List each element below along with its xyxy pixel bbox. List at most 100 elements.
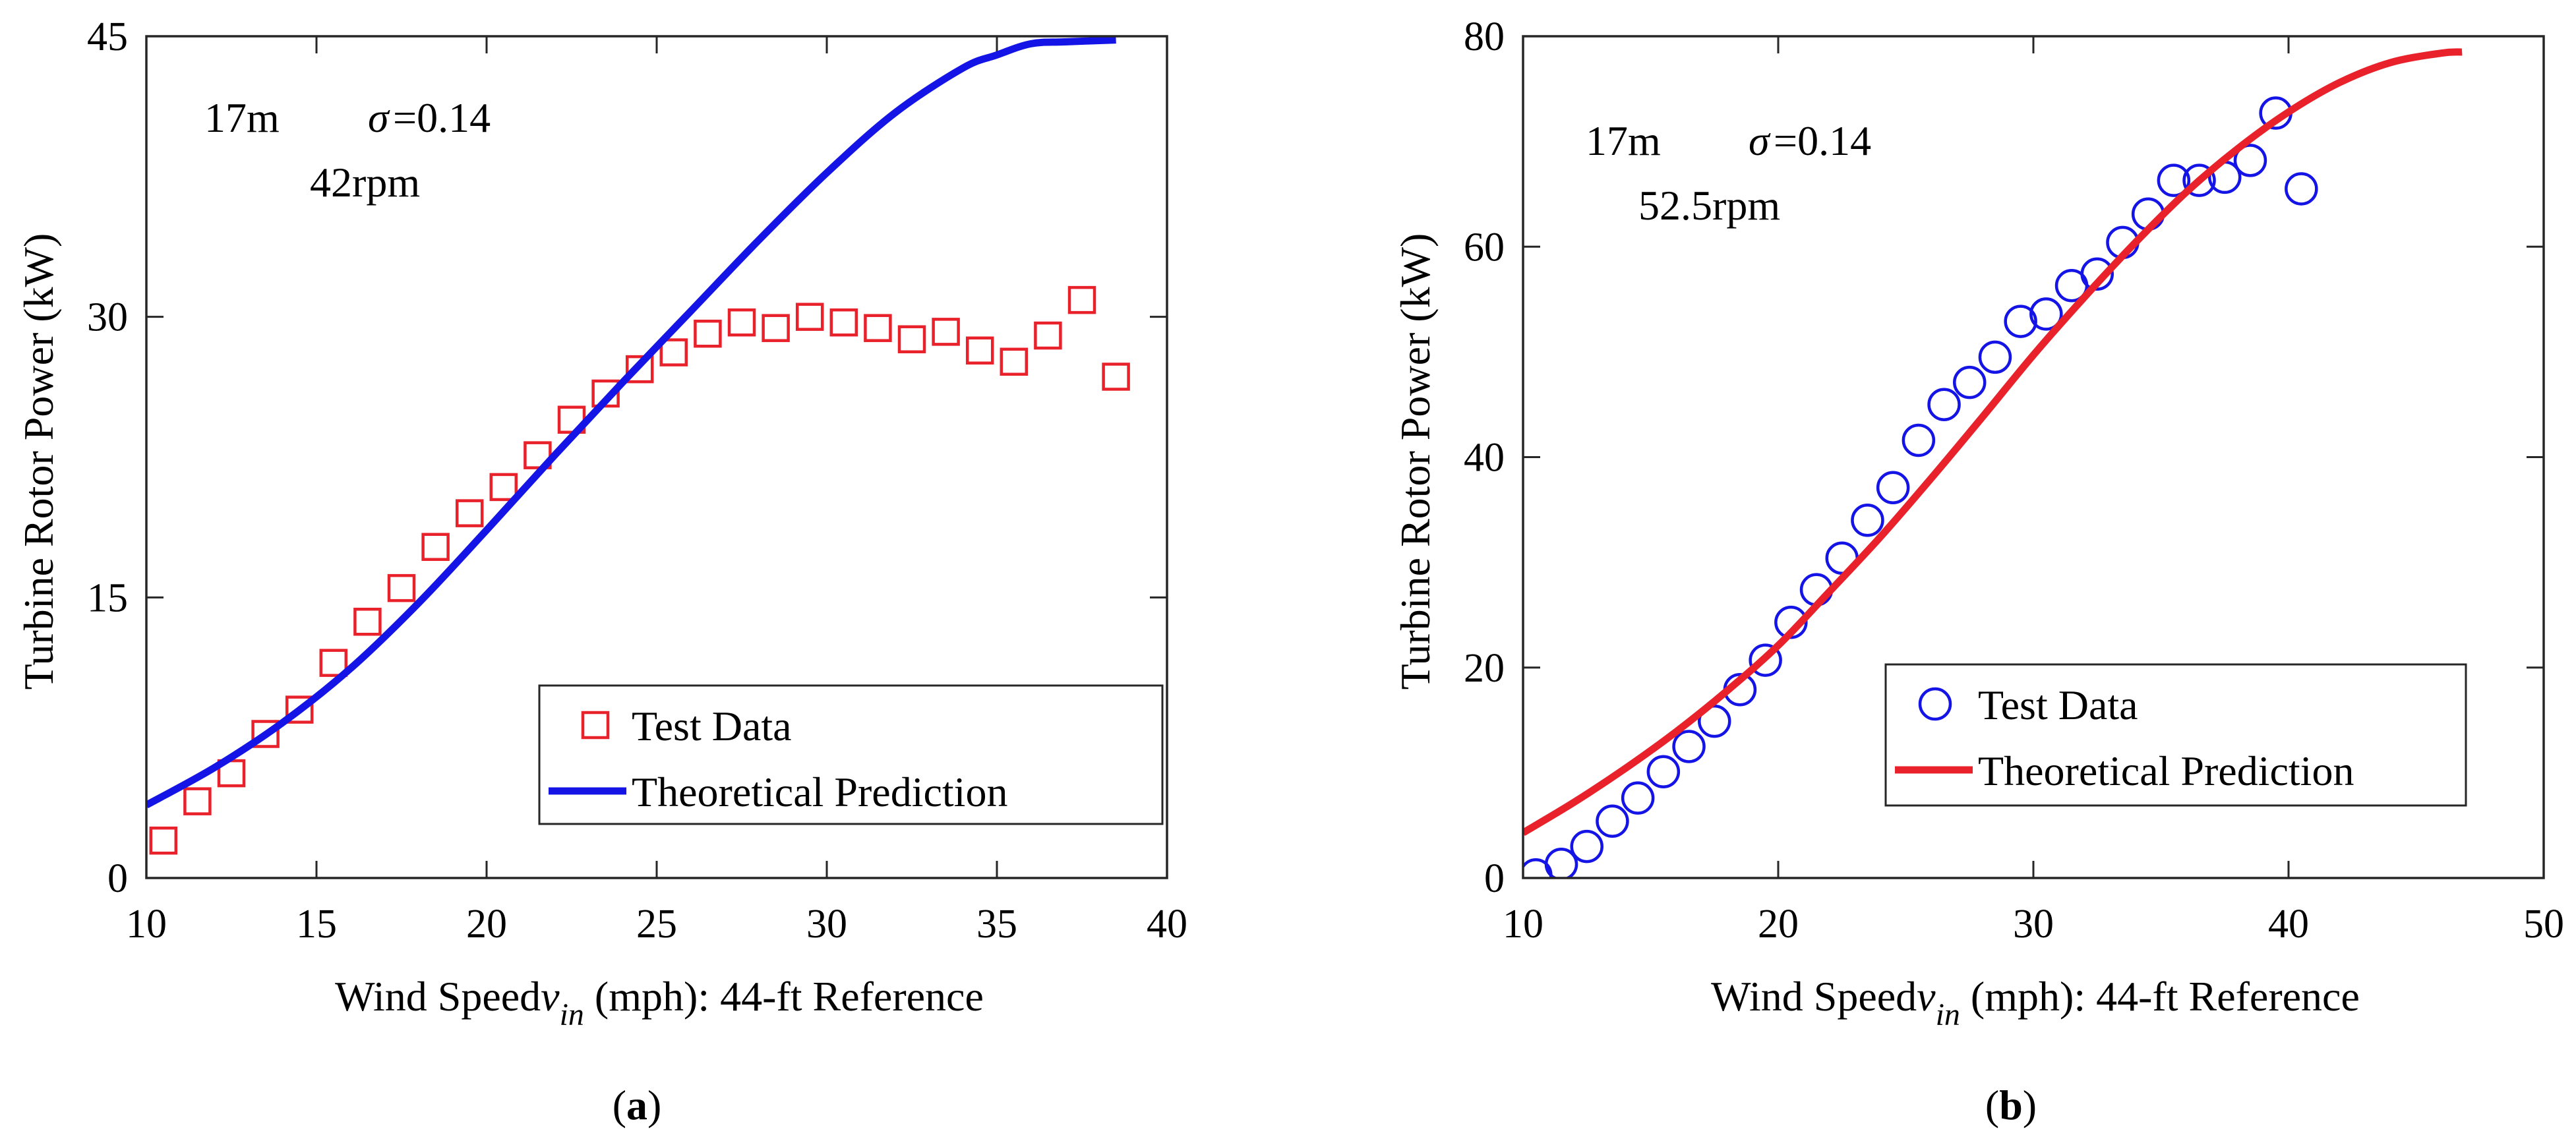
legend-box [1884, 663, 2467, 807]
x-axis-title-var: v [541, 973, 560, 1020]
test-data-point [1000, 347, 1029, 376]
test-data-point [1953, 365, 1987, 399]
x-axis-title-suffix: (mph): 44-ft Reference [584, 973, 984, 1020]
test-data-point [762, 314, 790, 342]
y-tick-label: 0 [107, 856, 128, 901]
theoretical-prediction-line [1523, 48, 2463, 836]
annotation-rpm: 52.5rpm [1638, 182, 1780, 229]
y-axis-title: Turbine Rotor Power (kW) [15, 233, 62, 690]
test-data-point [1978, 340, 2012, 374]
test-data-point [149, 826, 178, 855]
x-tick-label: 40 [1147, 902, 1187, 947]
x-axis-title: Wind Speedvin (mph): 44-ft Reference [1711, 973, 2360, 1032]
test-data-point [2182, 163, 2216, 197]
annotation-sigma-value: =0.14 [1774, 117, 1871, 164]
test-data-point [2004, 305, 2037, 338]
x-axis-title-prefix: Wind Speed [335, 973, 541, 1020]
test-data-point [1876, 471, 1910, 505]
chart-panel-b: 10 20 30 40 50 0 20 40 60 80 17m σ =0.14 52.5rpm Test … [1392, 15, 2564, 1128]
annotation-diameter: 17m [1586, 117, 1661, 164]
y-tick-label: 0 [1484, 856, 1505, 901]
test-data-point [1646, 755, 1681, 789]
test-data-point [387, 573, 416, 602]
x-tick-label: 40 [2268, 902, 2309, 947]
test-data-point [2080, 257, 2114, 291]
panel-label-letter: b [1999, 1082, 2023, 1128]
legend-label-test-data: Test Data [632, 703, 792, 749]
y-tick-label: 40 [1464, 436, 1505, 481]
y-tick-label: 80 [1464, 15, 1505, 59]
x-tick-label: 35 [976, 902, 1017, 947]
test-data-point [727, 308, 756, 337]
panel-label: (b) [1985, 1082, 2037, 1128]
x-axis-title-prefix: Wind Speed [1711, 973, 1917, 1020]
test-data-point [1034, 321, 1062, 350]
y-tick-label: 20 [1464, 646, 1505, 691]
annotation-diameter: 17m [204, 94, 280, 141]
theoretical-prediction-line [146, 36, 1116, 809]
annotation-sigma-symbol: σ [368, 94, 390, 141]
test-data-point [591, 379, 620, 408]
test-data-point [2157, 163, 2191, 197]
y-tick-label: 15 [87, 575, 128, 620]
test-data-point [829, 308, 858, 337]
test-data-point [2029, 297, 2063, 331]
legend-label-theoretical: Theoretical Prediction [632, 769, 1007, 815]
test-data-point [897, 325, 926, 353]
legend-box [538, 684, 1164, 825]
y-tick-label: 60 [1464, 225, 1505, 270]
x-axis-title-suffix: (mph): 44-ft Reference [1960, 973, 2360, 1020]
x-tick-label: 30 [806, 902, 847, 947]
x-axis-title: Wind Speedvin (mph): 44-ft Reference [335, 973, 984, 1032]
test-data-point [2233, 144, 2267, 177]
test-data-point [1902, 423, 1936, 457]
test-data-point [1927, 388, 1961, 421]
test-data-point [455, 499, 484, 527]
test-data-point [319, 649, 348, 677]
legend: Test Data Theoretical Prediction [1884, 663, 2467, 807]
axes-box [145, 35, 1168, 879]
test-data-point [965, 336, 994, 365]
x-tick-label: 10 [126, 902, 167, 947]
test-data-point [183, 787, 212, 815]
annotation-rpm: 42rpm [310, 159, 420, 206]
x-tick-label: 15 [296, 902, 337, 947]
test-data-point [489, 473, 518, 502]
y-axis-title: Turbine Rotor Power (kW) [1392, 233, 1439, 690]
axes-box [1522, 35, 2545, 879]
test-data-point [659, 338, 688, 366]
test-data-point [694, 319, 722, 348]
test-data-point [421, 533, 450, 561]
test-data-point [1596, 804, 1629, 838]
x-axis-title-var: v [1917, 973, 1936, 1020]
panel-label-letter: a [626, 1082, 647, 1128]
test-data-point [1544, 848, 1578, 878]
y-tick-label: 30 [87, 295, 128, 340]
test-data-point [1749, 643, 1782, 677]
test-data-point [625, 355, 654, 384]
plot-area [146, 36, 1130, 855]
x-tick-label: 30 [2013, 902, 2054, 947]
test-data-point [1698, 704, 1731, 738]
test-data-point [1851, 504, 1884, 537]
chart-panel-a: 10 15 20 25 30 35 40 0 15 30 45 17m σ =0.14 42rpm Test … [15, 15, 1187, 1128]
x-axis-title-subscript: in [560, 997, 584, 1032]
legend-label-theoretical: Theoretical Prediction [1978, 747, 2354, 794]
test-data-point [285, 695, 314, 724]
x-axis-title-subscript: in [1936, 997, 1960, 1032]
test-data-point [353, 607, 382, 636]
test-data-point [1067, 285, 1096, 314]
legend-marker-test-data [581, 711, 610, 740]
test-data-point [1570, 829, 1603, 863]
annotation-sigma-value: =0.14 [393, 94, 491, 141]
plot-area [1523, 48, 2463, 878]
legend: Test Data Theoretical Prediction [538, 684, 1164, 825]
legend-marker-test-data [1918, 687, 1952, 721]
test-data-point [864, 314, 892, 342]
test-data-point [1102, 363, 1130, 391]
test-data-point [2285, 172, 2318, 206]
test-data-point [1672, 730, 1706, 763]
legend-label-test-data: Test Data [1978, 682, 2138, 728]
x-tick-label: 20 [466, 902, 507, 947]
